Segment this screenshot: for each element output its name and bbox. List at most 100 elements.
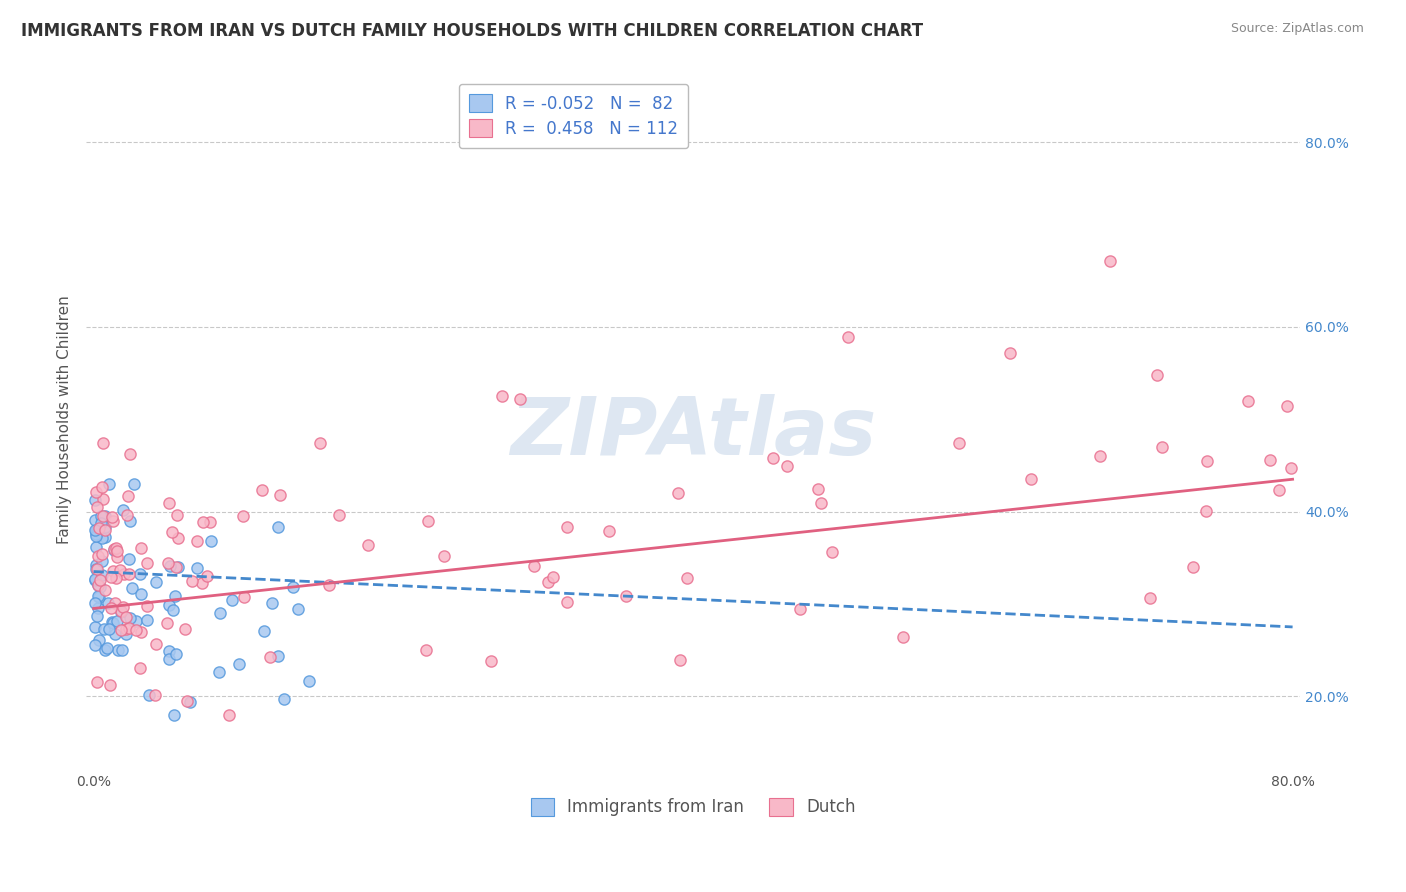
Point bbox=[228, 657, 250, 671]
Y-axis label: Family Households with Children: Family Households with Children bbox=[58, 295, 72, 543]
Point bbox=[108, 563, 131, 577]
Point bbox=[112, 567, 135, 582]
Point bbox=[191, 576, 214, 591]
Point bbox=[165, 647, 187, 661]
Point bbox=[807, 482, 830, 496]
Point bbox=[1258, 453, 1281, 467]
Point bbox=[91, 554, 114, 568]
Point bbox=[84, 485, 107, 500]
Point bbox=[84, 524, 107, 538]
Point bbox=[87, 590, 110, 604]
Point bbox=[84, 513, 107, 527]
Point bbox=[104, 570, 127, 584]
Point bbox=[90, 509, 112, 524]
Point bbox=[86, 578, 108, 592]
Point bbox=[87, 590, 110, 604]
Point bbox=[90, 568, 112, 582]
Point bbox=[138, 688, 160, 702]
Point bbox=[598, 524, 620, 538]
Point bbox=[669, 653, 692, 667]
Point bbox=[84, 638, 107, 652]
Point bbox=[156, 556, 179, 570]
Point bbox=[418, 514, 440, 528]
Point bbox=[135, 556, 157, 570]
Point bbox=[84, 573, 107, 587]
Point bbox=[821, 545, 844, 559]
Point bbox=[143, 689, 166, 703]
Point bbox=[129, 587, 152, 601]
Point bbox=[84, 540, 107, 554]
Point bbox=[135, 599, 157, 614]
Point bbox=[110, 623, 132, 637]
Point bbox=[166, 532, 188, 546]
Point bbox=[668, 485, 690, 500]
Point bbox=[101, 514, 124, 528]
Point bbox=[114, 627, 136, 641]
Point bbox=[186, 561, 208, 575]
Point bbox=[90, 547, 112, 561]
Point bbox=[93, 508, 115, 523]
Point bbox=[145, 637, 167, 651]
Point bbox=[167, 560, 190, 574]
Point bbox=[128, 567, 150, 582]
Point bbox=[1000, 346, 1022, 360]
Point bbox=[159, 558, 181, 573]
Point bbox=[555, 519, 578, 533]
Point bbox=[100, 570, 122, 584]
Point bbox=[105, 614, 128, 628]
Point bbox=[491, 389, 513, 403]
Point bbox=[162, 603, 184, 617]
Point bbox=[233, 590, 256, 604]
Point bbox=[259, 650, 281, 665]
Point bbox=[91, 491, 114, 506]
Point bbox=[174, 622, 197, 636]
Point bbox=[101, 615, 124, 629]
Point bbox=[253, 624, 276, 638]
Point bbox=[100, 601, 122, 615]
Point bbox=[157, 495, 180, 509]
Point bbox=[810, 496, 832, 510]
Point bbox=[117, 489, 139, 503]
Point bbox=[105, 544, 128, 558]
Point bbox=[267, 520, 290, 534]
Point bbox=[84, 529, 107, 543]
Point bbox=[479, 655, 502, 669]
Point bbox=[541, 569, 564, 583]
Point bbox=[98, 678, 121, 692]
Point bbox=[1146, 368, 1168, 382]
Point bbox=[103, 615, 125, 630]
Point bbox=[232, 509, 254, 524]
Point bbox=[111, 503, 134, 517]
Point bbox=[89, 580, 111, 594]
Point bbox=[91, 531, 114, 545]
Point bbox=[86, 500, 108, 514]
Point bbox=[281, 580, 304, 594]
Point bbox=[509, 392, 531, 406]
Point bbox=[84, 572, 107, 586]
Point bbox=[118, 566, 141, 581]
Point bbox=[105, 549, 128, 564]
Point bbox=[91, 435, 114, 450]
Point bbox=[200, 533, 222, 548]
Point bbox=[118, 514, 141, 528]
Point bbox=[87, 524, 110, 538]
Point bbox=[107, 643, 129, 657]
Point bbox=[166, 508, 188, 522]
Point bbox=[1275, 399, 1298, 413]
Point bbox=[129, 625, 152, 640]
Point bbox=[761, 451, 783, 466]
Point bbox=[218, 707, 240, 722]
Point bbox=[93, 582, 115, 597]
Point bbox=[357, 538, 380, 552]
Point bbox=[163, 707, 186, 722]
Point bbox=[328, 508, 350, 523]
Point bbox=[1268, 483, 1291, 497]
Point bbox=[1152, 440, 1174, 454]
Point bbox=[1019, 472, 1042, 486]
Text: Source: ZipAtlas.com: Source: ZipAtlas.com bbox=[1230, 22, 1364, 36]
Point bbox=[111, 599, 134, 614]
Point bbox=[208, 607, 231, 621]
Point bbox=[318, 578, 340, 592]
Point bbox=[89, 633, 111, 648]
Point bbox=[250, 483, 273, 497]
